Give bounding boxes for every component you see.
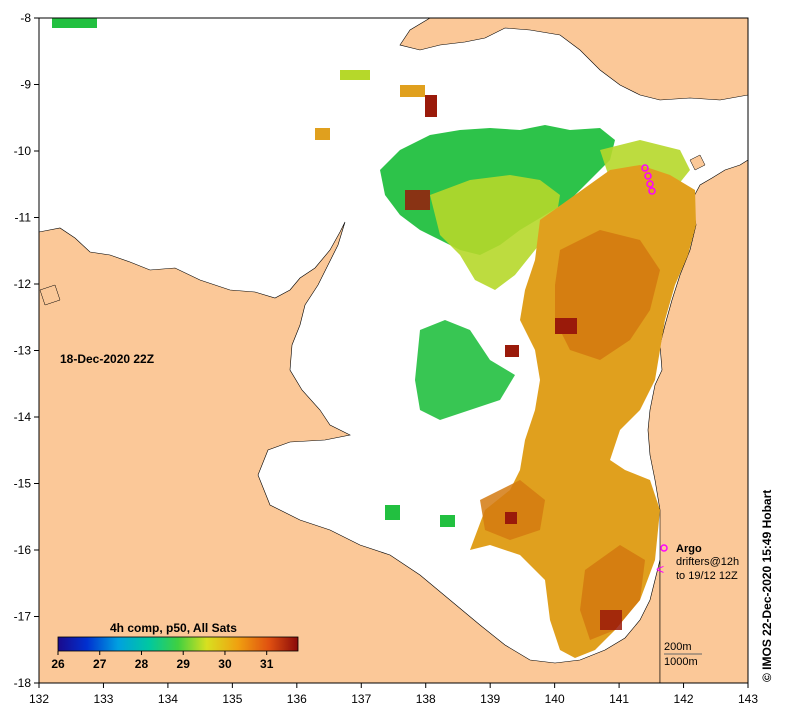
sst-swath-hot (555, 230, 660, 360)
x-tick-label: 132 (29, 692, 49, 706)
sst-patch-max (555, 318, 577, 334)
colorbar-tick-label: 31 (260, 657, 274, 671)
sst-patch-max (600, 610, 622, 630)
y-tick-label: -16 (14, 543, 32, 557)
sst-patch-cool (440, 515, 455, 527)
y-tick-label: -15 (14, 477, 32, 491)
x-tick-label: 136 (287, 692, 307, 706)
sst-swath-hot (480, 480, 545, 540)
legend-depth-200: 200m (664, 641, 692, 653)
sst-patch-cool (385, 505, 400, 520)
drifter-arrow-icon: < (656, 561, 664, 577)
colorbar-ticks: 26 27 28 29 30 31 (51, 651, 274, 671)
sst-patch-max (505, 345, 519, 357)
sst-patch-cool (52, 18, 97, 28)
y-tick-label: -12 (14, 277, 32, 291)
y-tick-label: -13 (14, 344, 32, 358)
y-tick-label: -11 (15, 211, 32, 225)
colorbar: 4h comp, p50, All Sats 26 27 28 29 30 31 (51, 621, 299, 671)
sst-swath-cool (415, 320, 515, 420)
colorbar-tick-label: 30 (218, 657, 232, 671)
argo-marker-icon (660, 544, 668, 552)
x-axis: 132 133 134 135 136 137 138 139 140 141 142 143 (29, 683, 758, 706)
sst-patch-max (505, 512, 517, 524)
legend-drifters-line2: to 19/12 12Z (676, 570, 738, 582)
colorbar-title: 4h comp, p50, All Sats (110, 621, 237, 635)
legend-depth-1000: 1000m (664, 656, 698, 668)
colorbar-tick-label: 26 (51, 657, 65, 671)
colorbar-gradient (57, 636, 299, 652)
y-axis: -8 -9 -10 -11 -12 -13 -14 -15 -16 -17 -18 (14, 11, 39, 690)
x-tick-label: 140 (545, 692, 565, 706)
x-tick-label: 135 (222, 692, 242, 706)
land-island (689, 154, 706, 171)
x-tick-label: 141 (609, 692, 629, 706)
y-tick-label: -8 (20, 11, 31, 25)
x-tick-label: 142 (674, 692, 694, 706)
sst-patch-max (425, 95, 437, 117)
colorbar-tick-label: 28 (135, 657, 149, 671)
sst-patch-mid (340, 70, 370, 80)
legend-drifters-line1: drifters@12h (676, 556, 739, 568)
argo-track (641, 164, 656, 195)
imos-credit: © IMOS 22-Dec-2020 15:49 Hobart (760, 489, 774, 682)
y-tick-label: -18 (14, 676, 32, 690)
land-island (39, 284, 61, 306)
x-tick-label: 138 (416, 692, 436, 706)
sst-swath-hot (580, 545, 645, 640)
x-tick-label: 137 (351, 692, 371, 706)
x-tick-label: 133 (93, 692, 113, 706)
y-tick-label: -10 (14, 144, 32, 158)
sst-swath-mid (430, 175, 560, 290)
x-tick-label: 139 (480, 692, 500, 706)
x-tick-label: 134 (158, 692, 178, 706)
legend: Argo < drifters@12h to 19/12 12Z 200m 10… (656, 543, 739, 668)
legend-argo: Argo (676, 543, 702, 555)
y-tick-label: -14 (14, 410, 32, 424)
colorbar-tick-label: 27 (93, 657, 107, 671)
map-date-label: 18-Dec-2020 22Z (60, 352, 154, 366)
sst-patch-max (405, 190, 430, 210)
sst-patch-warm (400, 85, 425, 97)
y-tick-label: -17 (14, 610, 32, 624)
sst-patch-warm (315, 128, 330, 140)
x-tick-label: 143 (738, 692, 758, 706)
y-tick-label: -9 (20, 78, 31, 92)
land-northern-territory (39, 221, 661, 683)
colorbar-tick-label: 29 (177, 657, 191, 671)
land-papua-new-guinea (399, 18, 748, 101)
